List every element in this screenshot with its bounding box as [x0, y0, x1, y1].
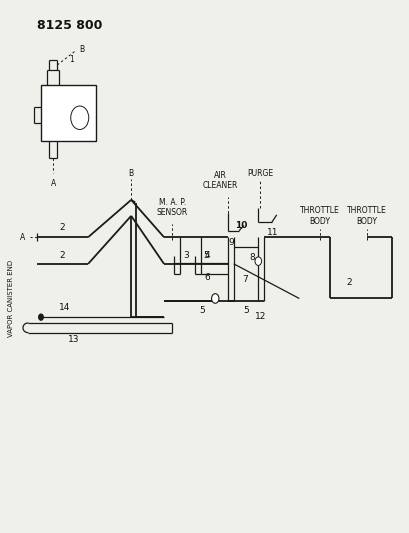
Text: 3: 3 — [183, 252, 189, 260]
Text: 5: 5 — [243, 306, 248, 315]
Text: VAPOR CANISTER END: VAPOR CANISTER END — [9, 260, 14, 337]
Text: 1: 1 — [69, 55, 73, 64]
Text: PURGE: PURGE — [247, 169, 273, 177]
Text: 14: 14 — [59, 303, 71, 312]
Text: 2: 2 — [346, 278, 351, 287]
Text: B: B — [79, 45, 84, 53]
Text: A: A — [20, 233, 25, 241]
Text: B: B — [128, 169, 133, 177]
Text: 11: 11 — [266, 229, 277, 237]
Text: A: A — [50, 179, 56, 188]
Circle shape — [254, 257, 261, 265]
FancyBboxPatch shape — [41, 85, 96, 141]
Text: 7: 7 — [241, 276, 247, 284]
Text: 6: 6 — [204, 273, 209, 281]
Circle shape — [71, 106, 88, 130]
Text: 8: 8 — [249, 253, 255, 262]
Circle shape — [211, 294, 218, 303]
Text: THROTTLE
BODY: THROTTLE BODY — [299, 206, 339, 225]
Text: 10: 10 — [234, 221, 247, 230]
Text: 5: 5 — [202, 252, 209, 260]
Text: 8125 800: 8125 800 — [37, 19, 102, 31]
Text: 4: 4 — [204, 252, 209, 260]
Text: AIR
CLEANER: AIR CLEANER — [202, 171, 237, 190]
Text: 9: 9 — [227, 238, 233, 247]
Text: 12: 12 — [254, 312, 265, 320]
Text: THROTTLE
BODY: THROTTLE BODY — [346, 206, 386, 225]
Text: 2: 2 — [60, 252, 65, 260]
Text: 5: 5 — [198, 306, 204, 315]
Text: M. A. P.
SENSOR: M. A. P. SENSOR — [156, 198, 187, 217]
Text: 13: 13 — [68, 335, 79, 344]
Circle shape — [38, 314, 43, 320]
Text: 2: 2 — [60, 223, 65, 232]
